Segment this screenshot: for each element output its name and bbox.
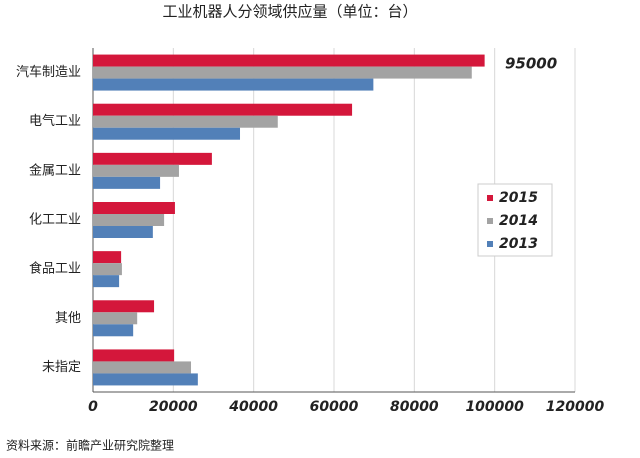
bar [93,324,134,337]
bar [93,202,175,214]
x-tick-label: 80000 [390,399,439,415]
x-tick-label: 60000 [310,399,359,415]
legend-swatch [487,218,493,224]
bar [93,54,485,67]
x-tick-label: 20000 [149,399,198,415]
source: 资料来源：前瞻产业研究院整理 [6,438,174,453]
y-tick-label: 食品工业 [29,261,81,277]
bar [93,373,198,386]
x-tick-label: 0 [88,399,98,415]
legend-label: 2014 [499,213,538,229]
x-tick-label: 40000 [228,399,278,415]
bar [93,251,122,264]
bar [93,361,192,374]
bar [93,214,165,226]
y-tick-label: 未指定 [42,360,81,375]
x-tick-label: 120000 [546,399,605,415]
bar [93,349,175,362]
legend-swatch [487,195,493,201]
legend-label: 2013 [499,236,538,252]
legend-label: 2015 [499,190,538,206]
bar [93,78,374,91]
bar [93,164,179,177]
bar [93,312,138,325]
x-tick-label: 100000 [465,399,524,415]
bar [93,115,278,128]
bar [93,300,155,313]
y-tick-label: 电气工业 [29,113,81,129]
bar [93,66,472,79]
bar [93,103,353,116]
bar [93,275,120,288]
y-tick-label: 汽车制造业 [16,64,81,80]
bar [93,176,161,189]
chart-title: 工业机器人分领域供应量（单位：台） [162,3,417,21]
bar [93,263,122,276]
bar [93,127,241,140]
y-tick-label: 化工工业 [29,213,81,228]
y-tick-label: 金属工业 [29,162,81,178]
bar [93,226,153,238]
annotation: 95000 [505,55,557,73]
legend-swatch [487,241,493,247]
bar [93,152,212,165]
y-tick-label: 其他 [55,311,81,326]
